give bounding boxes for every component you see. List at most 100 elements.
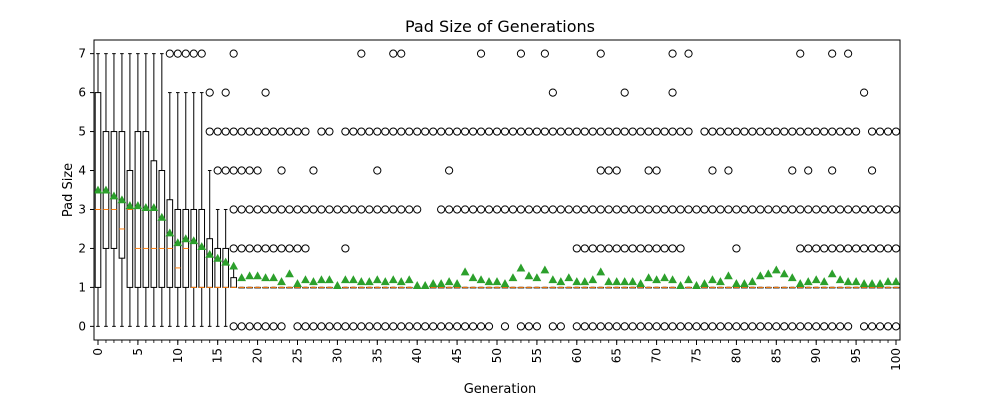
flier-point: [261, 322, 270, 331]
flier-point: [852, 127, 861, 136]
flier-point: [700, 127, 709, 136]
mean-marker: [189, 236, 199, 245]
flier-point: [221, 88, 230, 97]
flier-point: [357, 127, 366, 136]
box-50: [493, 286, 501, 289]
box-57: [549, 286, 557, 289]
mean-marker: [779, 269, 789, 278]
flier-point: [245, 166, 254, 175]
x-tick-label: 80: [729, 348, 743, 363]
flier-point: [341, 127, 350, 136]
box-34: [366, 286, 373, 289]
flier-point: [269, 244, 278, 253]
box-56: [541, 286, 549, 289]
flier-point: [405, 127, 414, 136]
flier-point: [596, 205, 605, 214]
mean-marker: [739, 279, 749, 288]
mean-marker: [388, 275, 398, 284]
box-47: [469, 286, 477, 289]
flier-point: [780, 127, 789, 136]
flier-point: [229, 166, 238, 175]
flier-point: [676, 322, 685, 331]
box-1: [102, 53, 110, 327]
flier-point: [700, 322, 709, 331]
flier-point: [756, 322, 765, 331]
flier-point: [596, 322, 605, 331]
box-92: [828, 286, 836, 289]
x-tick-label: 40: [410, 348, 424, 363]
flier-point: [389, 322, 398, 331]
flier-point: [636, 322, 645, 331]
y-tick-label: 1: [78, 280, 86, 294]
mean-marker: [843, 277, 853, 286]
flier-point: [859, 322, 869, 331]
flier-point: [524, 205, 534, 214]
flier-point: [788, 166, 797, 175]
flier-point: [397, 205, 406, 214]
flier-point: [596, 244, 605, 253]
x-tick-label: 10: [171, 348, 185, 363]
flier-point: [612, 127, 621, 136]
flier-point: [309, 166, 318, 175]
flier-point: [460, 322, 470, 331]
flier-point: [389, 205, 398, 214]
flier-point: [820, 244, 829, 253]
flier-point: [301, 205, 310, 214]
mean-marker: [867, 279, 877, 288]
mean-marker: [476, 275, 486, 284]
flier-point: [413, 127, 422, 136]
box-2: [110, 53, 118, 327]
box-44: [445, 286, 453, 289]
mean-marker: [540, 265, 550, 274]
box-100: [892, 286, 900, 289]
flier-point: [277, 244, 286, 253]
box-19: [246, 286, 253, 289]
flier-point: [732, 127, 741, 136]
flier-point: [261, 127, 270, 136]
mean-marker: [165, 228, 175, 237]
flier-point: [237, 244, 246, 253]
flier-point: [229, 244, 238, 253]
flier-point: [365, 127, 374, 136]
flier-point: [221, 127, 230, 136]
flier-point: [676, 205, 685, 214]
flier-point: [245, 127, 254, 136]
flier-point: [660, 244, 669, 253]
flier-point: [588, 205, 597, 214]
flier-point: [796, 127, 805, 136]
x-tick-label: 0: [91, 348, 105, 356]
flier-point: [381, 127, 390, 136]
mean-marker: [620, 277, 630, 286]
flier-point: [229, 127, 238, 136]
flier-point: [173, 49, 182, 58]
flier-point: [772, 322, 781, 331]
flier-point: [756, 127, 765, 136]
flier-point: [548, 322, 557, 331]
flier-point: [445, 322, 454, 331]
flier-point: [724, 205, 733, 214]
flier-point: [381, 322, 390, 331]
flier-point: [788, 205, 797, 214]
mean-marker: [157, 212, 167, 221]
box-31: [342, 286, 349, 289]
box-32: [350, 286, 357, 289]
mean-marker: [668, 275, 677, 284]
flier-point: [804, 166, 813, 175]
box-88: [796, 286, 804, 289]
flier-point: [349, 322, 358, 331]
flier-point: [668, 322, 677, 331]
flier-point: [421, 322, 430, 331]
box-70: [653, 286, 660, 289]
flier-point: [373, 205, 382, 214]
box-97: [868, 286, 876, 289]
flier-point: [820, 322, 829, 331]
mean-marker: [245, 271, 255, 280]
mean-marker: [396, 277, 406, 286]
flier-point: [237, 166, 246, 175]
box-72: [669, 286, 676, 289]
flier-point: [373, 127, 382, 136]
box-rect: [166, 199, 174, 288]
flier-point: [397, 322, 406, 331]
box-13: [198, 92, 206, 327]
box-74: [685, 286, 692, 289]
